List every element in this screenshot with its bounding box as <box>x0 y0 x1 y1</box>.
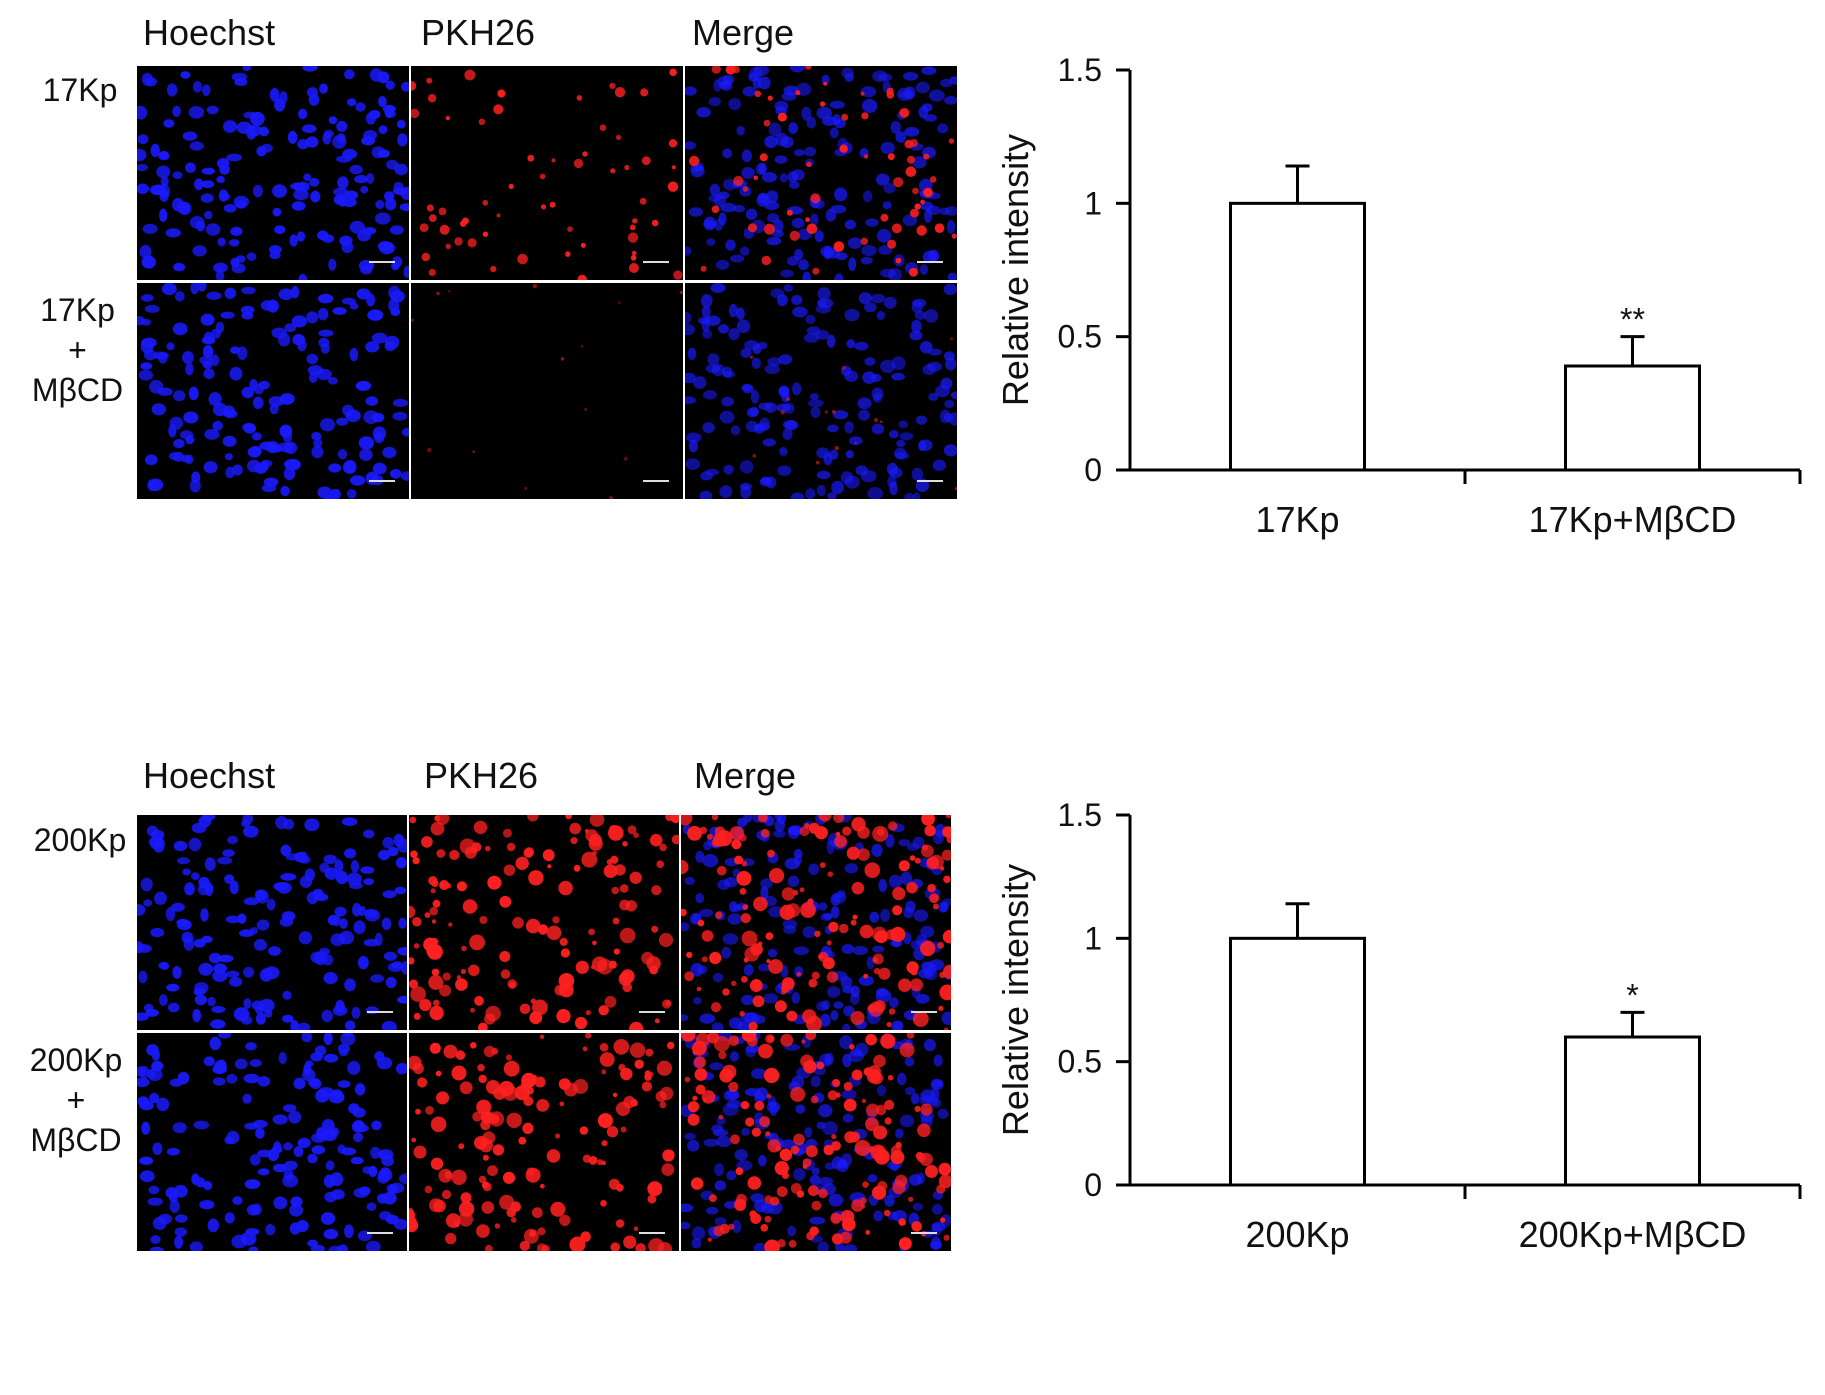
row-label-line: 200Kp <box>29 1042 123 1078</box>
micrograph-200kp-pkh26 <box>409 815 679 1030</box>
x-category-label: 17Kp <box>1255 499 1339 540</box>
row-label-17kp-mbcd: 17Kp + MβCD <box>20 290 135 410</box>
y-tick-label: 0.5 <box>1058 319 1102 355</box>
bar-17kp <box>1229 201 1366 472</box>
micrograph-17kp-merge <box>685 66 957 280</box>
row-label-line: MβCD <box>30 1122 122 1158</box>
micrograph-17kp-mbcd-hoechst <box>137 283 409 499</box>
x-category-label: 17Kp+MβCD <box>1529 499 1737 540</box>
row-label-200kp-mbcd: 200Kp + MβCD <box>16 1040 136 1160</box>
micrograph-200kp-merge <box>681 815 951 1030</box>
bar-200kp-m-cd <box>1564 1035 1701 1187</box>
micrograph-200kp-mbcd-hoechst <box>137 1033 407 1251</box>
figure-panel-a: Hoechst PKH26 Merge 17Kp 17Kp + MβCD 0 0.… <box>0 0 1825 640</box>
column-label-hoechst: Hoechst <box>143 755 276 796</box>
row-label-line: + <box>68 332 87 368</box>
y-tick-label: 1 <box>1084 920 1102 956</box>
column-label-merge: Merge <box>694 755 797 796</box>
y-tick-label: 0 <box>1084 452 1102 488</box>
column-label-pkh26: PKH26 <box>424 755 539 796</box>
bar-17kp-m-cd <box>1564 364 1701 472</box>
micrograph-200kp-hoechst <box>137 815 407 1030</box>
significance-marker: ** <box>1620 302 1645 338</box>
y-tick-label: 0 <box>1084 1167 1102 1203</box>
row-label-17kp: 17Kp <box>30 70 130 110</box>
y-tick-label: 1.5 <box>1058 52 1102 88</box>
x-category-label: 200Kp <box>1245 1214 1349 1255</box>
y-tick-label: 0.5 <box>1058 1044 1102 1080</box>
row-label-line: 17Kp <box>40 292 115 328</box>
column-label-merge: Merge <box>692 12 795 53</box>
row-label-line: MβCD <box>31 372 124 408</box>
y-axis-title: Relative intensity <box>995 864 1036 1136</box>
micrograph-17kp-hoechst <box>137 66 409 280</box>
micrograph-17kp-mbcd-merge <box>685 283 957 499</box>
x-category-label: 200Kp+MβCD <box>1519 1214 1747 1255</box>
significance-marker: * <box>1626 977 1638 1013</box>
figure-panel-b: Hoechst PKH26 Merge 200Kp 200Kp + MβCD 0… <box>0 755 1825 1395</box>
micrograph-200kp-mbcd-merge <box>681 1033 951 1251</box>
bar-chart-17kp: 0 0.5 1 1.5 Relative intensity 17Kp ** 17Kp+MβC… <box>995 52 1802 540</box>
row-label-line: 17Kp <box>42 72 118 108</box>
row-label-200kp: 200Kp <box>25 820 135 860</box>
micrograph-17kp-mbcd-pkh26 <box>411 283 683 499</box>
micrograph-200kp-mbcd-pkh26 <box>409 1033 679 1251</box>
bar-200kp <box>1229 936 1366 1187</box>
row-label-line: + <box>66 1082 86 1118</box>
column-label-hoechst: Hoechst <box>143 12 276 53</box>
micrograph-17kp-pkh26 <box>411 66 683 280</box>
row-label-line: 200Kp <box>33 822 127 858</box>
y-tick-label: 1 <box>1084 185 1102 221</box>
y-tick-label: 1.5 <box>1058 797 1102 833</box>
bar-chart-200kp: 0 0.5 1 1.5 Relative intensity 200Kp * 200Kp+Mβ… <box>995 797 1802 1255</box>
y-axis-title: Relative intensity <box>995 134 1036 406</box>
column-label-pkh26: PKH26 <box>421 12 536 53</box>
